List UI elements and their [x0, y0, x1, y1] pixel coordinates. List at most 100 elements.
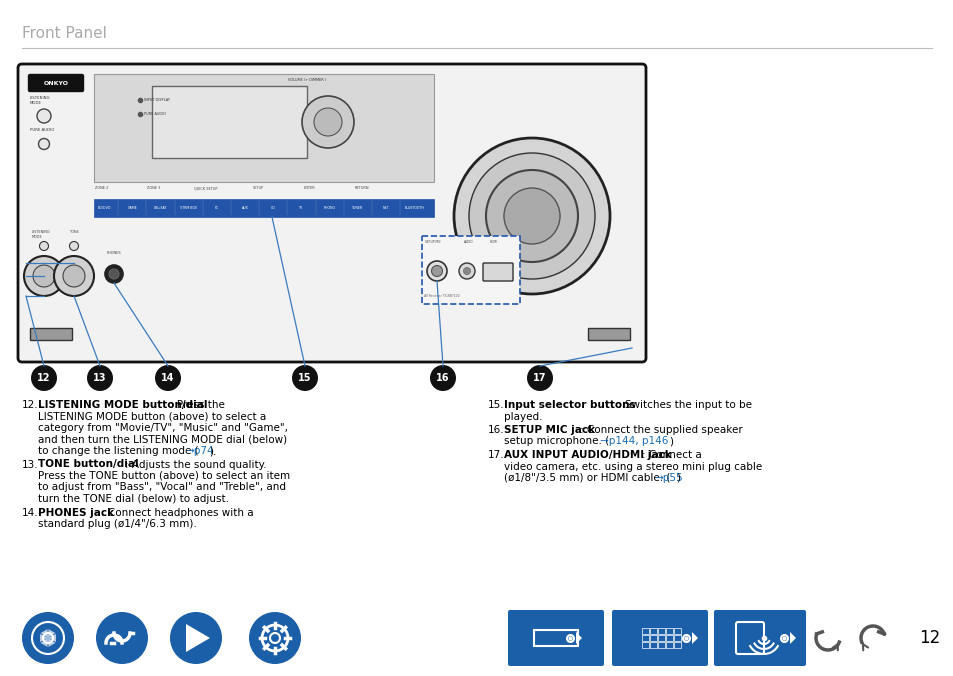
FancyBboxPatch shape — [713, 610, 805, 666]
Text: STRM BOX: STRM BOX — [180, 206, 197, 210]
Bar — [94, 74, 434, 182]
Circle shape — [22, 612, 74, 664]
Circle shape — [526, 365, 553, 391]
Circle shape — [87, 365, 112, 391]
Text: ).: ). — [209, 446, 216, 456]
Circle shape — [96, 612, 148, 664]
Text: Front Panel: Front Panel — [22, 26, 107, 41]
Polygon shape — [48, 634, 56, 642]
Text: ZONE 2: ZONE 2 — [95, 186, 109, 190]
Text: AV Receiver TX-NR7100: AV Receiver TX-NR7100 — [423, 294, 459, 298]
Polygon shape — [691, 632, 698, 644]
Bar — [641, 635, 648, 641]
Circle shape — [39, 241, 49, 251]
Text: : Press the: : Press the — [170, 400, 225, 410]
Text: to change the listening mode (: to change the listening mode ( — [38, 446, 198, 456]
Polygon shape — [48, 638, 55, 647]
Text: INPUT DISPLAY: INPUT DISPLAY — [144, 98, 170, 102]
Polygon shape — [48, 629, 55, 638]
Text: VOLUME (+ DIMMER ): VOLUME (+ DIMMER ) — [288, 78, 326, 82]
Text: Press the TONE button (above) to select an item: Press the TONE button (above) to select … — [38, 471, 290, 481]
Text: →p144, p146: →p144, p146 — [599, 437, 668, 447]
Text: 17: 17 — [533, 373, 546, 383]
Text: LISTENING MODE button (above) to select a: LISTENING MODE button (above) to select … — [38, 412, 266, 422]
Bar — [658, 635, 664, 641]
Circle shape — [24, 256, 64, 296]
Text: Input selector buttons: Input selector buttons — [503, 400, 635, 410]
FancyBboxPatch shape — [18, 64, 645, 362]
Polygon shape — [186, 624, 210, 652]
Circle shape — [503, 188, 559, 244]
Circle shape — [485, 170, 578, 262]
Text: 12: 12 — [919, 629, 940, 647]
Text: RETURN: RETURN — [355, 186, 369, 190]
Circle shape — [38, 139, 50, 149]
Circle shape — [292, 365, 317, 391]
Text: to adjust from "Bass", "Vocal" and "Treble", and: to adjust from "Bass", "Vocal" and "Treb… — [38, 483, 286, 493]
Bar — [641, 628, 648, 634]
Text: ): ) — [676, 473, 679, 483]
Text: turn the TONE dial (below) to adjust.: turn the TONE dial (below) to adjust. — [38, 494, 229, 504]
Circle shape — [54, 256, 94, 296]
Text: PHONO: PHONO — [323, 206, 335, 210]
Text: : Connect a: : Connect a — [641, 450, 701, 460]
Bar — [534, 630, 578, 646]
Text: TONE button/dial: TONE button/dial — [38, 460, 138, 470]
Text: AUDIO: AUDIO — [463, 240, 473, 244]
Text: SETUP: SETUP — [253, 186, 263, 190]
Text: 14.: 14. — [22, 508, 38, 518]
Text: LISTENING
MODE: LISTENING MODE — [32, 230, 51, 239]
Text: ONKYO: ONKYO — [44, 81, 69, 86]
Bar — [673, 635, 680, 641]
Text: SETUP MIC jack: SETUP MIC jack — [503, 425, 595, 435]
Circle shape — [30, 365, 57, 391]
Circle shape — [314, 108, 341, 136]
Text: PURE AUDIO: PURE AUDIO — [30, 128, 54, 132]
Circle shape — [249, 612, 301, 664]
Circle shape — [154, 365, 181, 391]
Text: 12: 12 — [37, 373, 51, 383]
Text: category from "Movie/TV", "Music" and "Game",: category from "Movie/TV", "Music" and "G… — [38, 423, 288, 433]
Polygon shape — [40, 634, 48, 642]
Text: : Adjusts the sound quality.: : Adjusts the sound quality. — [125, 460, 266, 470]
Text: video camera, etc. using a stereo mini plug cable: video camera, etc. using a stereo mini p… — [503, 462, 761, 471]
Circle shape — [463, 268, 470, 274]
Text: (ø1/8"/3.5 mm) or HDMI cable. (: (ø1/8"/3.5 mm) or HDMI cable. ( — [503, 473, 670, 483]
Text: LISTENING
MODE: LISTENING MODE — [30, 96, 51, 105]
Circle shape — [458, 263, 475, 279]
Bar — [665, 642, 672, 648]
FancyBboxPatch shape — [507, 610, 603, 666]
Text: setup microphone. (: setup microphone. ( — [503, 437, 608, 447]
Text: TUNER: TUNER — [352, 206, 363, 210]
Bar — [658, 628, 664, 634]
Circle shape — [302, 96, 354, 148]
Bar — [649, 635, 657, 641]
Text: ): ) — [668, 437, 672, 447]
Bar — [94, 199, 434, 217]
Circle shape — [430, 365, 456, 391]
Bar — [587, 328, 629, 340]
FancyBboxPatch shape — [29, 74, 84, 91]
Text: : Connect the supplied speaker: : Connect the supplied speaker — [579, 425, 742, 435]
Circle shape — [63, 265, 85, 287]
Text: 13.: 13. — [22, 460, 38, 470]
Text: →p55: →p55 — [654, 473, 682, 483]
Bar — [665, 628, 672, 634]
Text: PURE AUDIO: PURE AUDIO — [144, 112, 166, 116]
Text: and then turn the LISTENING MODE dial (below): and then turn the LISTENING MODE dial (b… — [38, 435, 287, 445]
Text: standard plug (ø1/4"/6.3 mm).: standard plug (ø1/4"/6.3 mm). — [38, 519, 196, 529]
Text: TV: TV — [299, 206, 303, 210]
Text: ZONE 3: ZONE 3 — [147, 186, 160, 190]
Text: 16: 16 — [436, 373, 449, 383]
Polygon shape — [576, 632, 581, 644]
Polygon shape — [40, 638, 48, 647]
Bar — [665, 635, 672, 641]
Bar — [673, 642, 680, 648]
Text: BLUETOOTH: BLUETOOTH — [404, 206, 424, 210]
Text: HDMI: HDMI — [490, 240, 497, 244]
Text: 12.: 12. — [22, 400, 38, 410]
Text: CBL/SAT: CBL/SAT — [153, 206, 167, 210]
Bar — [649, 628, 657, 634]
Text: BD/DVD: BD/DVD — [97, 206, 111, 210]
Text: 14: 14 — [161, 373, 174, 383]
